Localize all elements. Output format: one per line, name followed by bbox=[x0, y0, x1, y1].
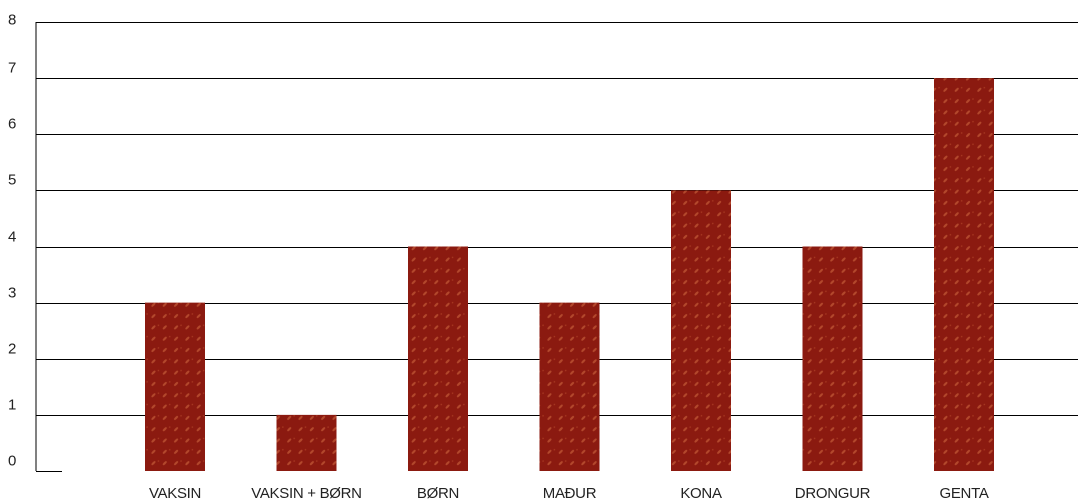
x-category-label: DRONGUR bbox=[795, 485, 871, 502]
x-category-label: VAKSIN + BØRN bbox=[251, 485, 361, 502]
x-category-label: KONA bbox=[680, 485, 722, 502]
bar-vaksin-børn bbox=[276, 414, 337, 471]
bar-drongur bbox=[802, 246, 863, 471]
x-axis-labels: VAKSIN VAKSIN + BØRN BØRN MAÐUR KONA DRONGUR G… bbox=[149, 485, 989, 502]
bar-børn bbox=[408, 246, 468, 471]
y-tick-label: 1 bbox=[8, 397, 16, 414]
y-tick-label: 7 bbox=[8, 60, 16, 77]
bar-maður bbox=[539, 302, 600, 471]
y-tick-label: 3 bbox=[8, 285, 16, 302]
y-tick-label: 0 bbox=[8, 453, 16, 470]
y-tick-label: 5 bbox=[8, 172, 16, 189]
y-tick-label: 4 bbox=[8, 229, 16, 246]
x-category-label: GENTA bbox=[939, 485, 988, 502]
y-axis-ticks: 0 1 2 3 4 5 6 7 8 bbox=[8, 12, 16, 470]
bar-vaksin bbox=[145, 302, 205, 471]
y-tick-label: 2 bbox=[8, 341, 16, 358]
bar-genta bbox=[934, 78, 994, 471]
x-category-label: VAKSIN bbox=[149, 485, 201, 502]
bar-kona bbox=[671, 190, 731, 471]
y-tick-label: 6 bbox=[8, 116, 16, 133]
x-category-label: BØRN bbox=[417, 485, 459, 502]
x-category-label: MAÐUR bbox=[543, 485, 597, 502]
y-tick-label: 8 bbox=[8, 12, 16, 29]
bars bbox=[145, 78, 994, 471]
